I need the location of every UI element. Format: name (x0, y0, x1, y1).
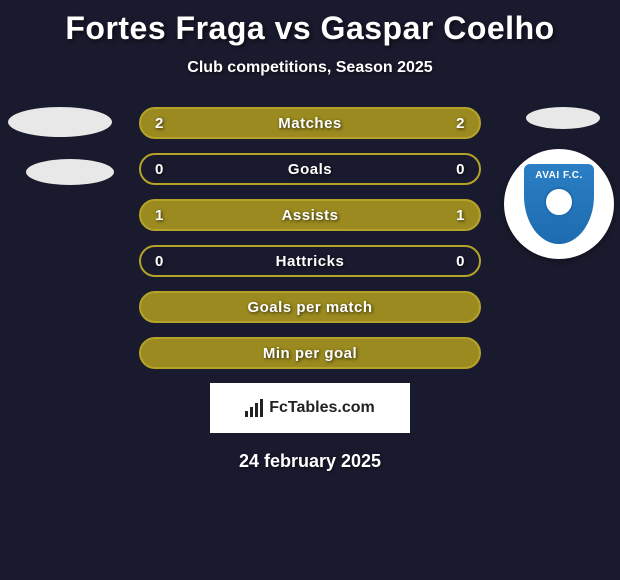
stat-rows: 2Matches20Goals01Assists10Hattricks0Goal… (139, 107, 481, 369)
footer-site-badge: FcTables.com (210, 383, 410, 433)
stat-value-left: 2 (155, 115, 175, 132)
stat-label: Goals (175, 161, 445, 178)
stat-value-right: 0 (445, 253, 465, 270)
club-shield-icon: AVAI F.C. (524, 164, 594, 244)
page-title: Fortes Fraga vs Gaspar Coelho (0, 10, 620, 47)
stat-value-left: 0 (155, 253, 175, 270)
date-label: 24 february 2025 (0, 451, 620, 472)
stat-label: Min per goal (175, 345, 445, 362)
player1-avatar-placeholder-1 (8, 107, 112, 137)
stat-value-left: 1 (155, 207, 175, 224)
stat-label: Goals per match (175, 299, 445, 316)
stat-label: Hattricks (175, 253, 445, 270)
club-shield-ball-icon (544, 187, 574, 217)
page-subtitle: Club competitions, Season 2025 (0, 59, 620, 77)
stat-row: Goals per match (139, 291, 481, 323)
stat-row: 0Hattricks0 (139, 245, 481, 277)
player1-avatar-placeholder-2 (26, 159, 114, 185)
player2-avatar-placeholder-1 (526, 107, 600, 129)
club-shield-text: AVAI F.C. (535, 170, 582, 181)
footer-site-text: FcTables.com (269, 399, 375, 417)
stat-row: 2Matches2 (139, 107, 481, 139)
bar-chart-icon (245, 399, 263, 417)
stats-area: AVAI F.C. 2Matches20Goals01Assists10Hatt… (0, 107, 620, 369)
comparison-card: Fortes Fraga vs Gaspar Coelho Club compe… (0, 0, 620, 472)
stat-value-right: 0 (445, 161, 465, 178)
stat-row: 1Assists1 (139, 199, 481, 231)
stat-row: Min per goal (139, 337, 481, 369)
player2-club-badge: AVAI F.C. (504, 149, 614, 259)
stat-value-right: 1 (445, 207, 465, 224)
stat-value-left: 0 (155, 161, 175, 178)
stat-label: Assists (175, 207, 445, 224)
stat-value-right: 2 (445, 115, 465, 132)
stat-row: 0Goals0 (139, 153, 481, 185)
stat-label: Matches (175, 115, 445, 132)
